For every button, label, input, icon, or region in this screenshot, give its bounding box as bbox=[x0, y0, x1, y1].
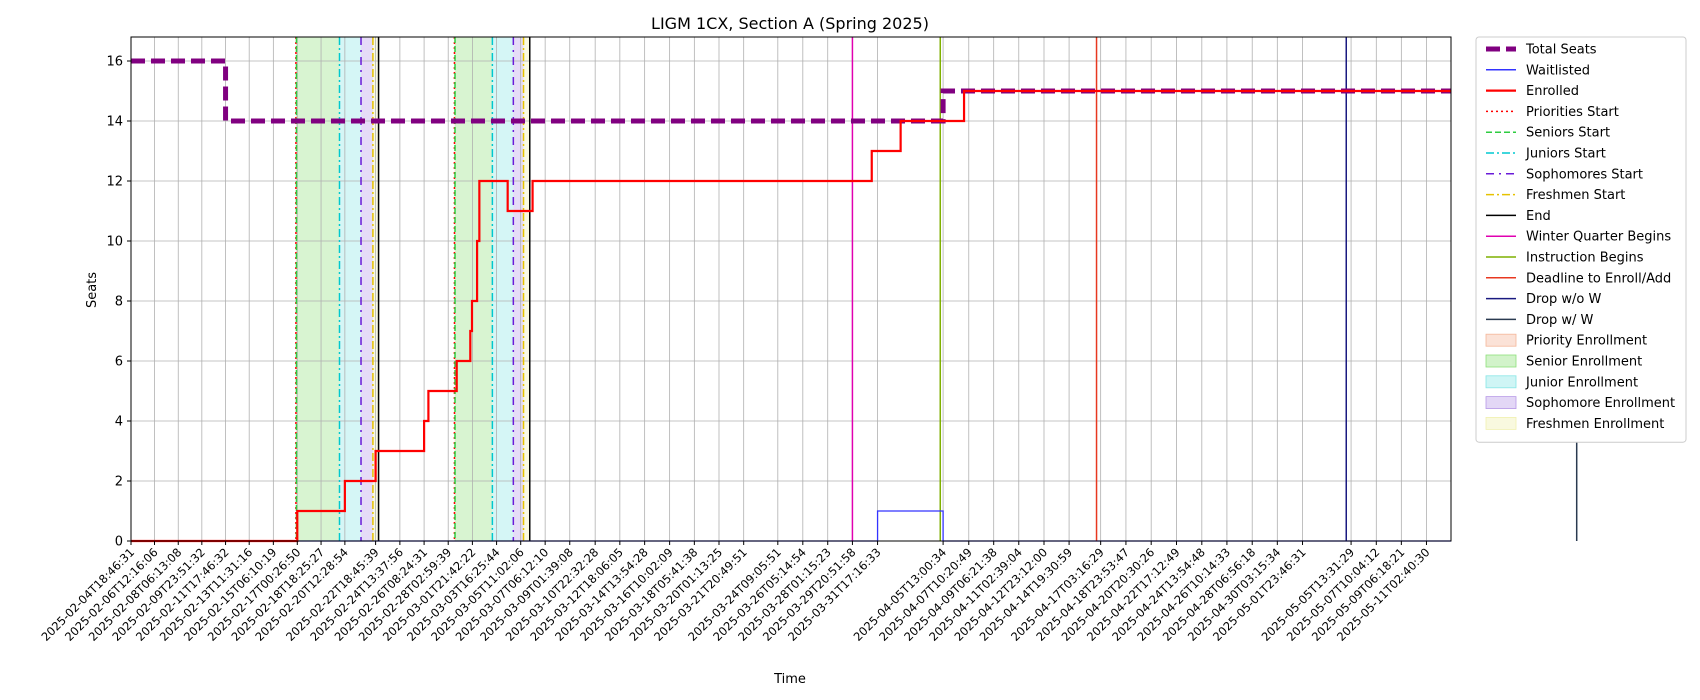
legend-swatch-18 bbox=[1485, 416, 1517, 430]
series-line-2 bbox=[131, 89, 1451, 543]
legend-label-17: Sophomore Enrollment bbox=[1526, 396, 1675, 411]
legend-box bbox=[1475, 36, 1687, 443]
legend-label-7: Freshmen Start bbox=[1526, 188, 1625, 203]
shaded-region-2-0 bbox=[339, 37, 362, 541]
legend-swatch-17 bbox=[1485, 396, 1517, 410]
legend: Total Seats Waitlisted Enrolled Priorities … bbox=[1475, 36, 1687, 443]
legend-label-11: Deadline to Enroll/Add bbox=[1526, 271, 1671, 286]
y-tick-label-2: 4 bbox=[115, 415, 123, 430]
legend-label-13: Drop w/ W bbox=[1526, 313, 1594, 328]
legend-label-15: Senior Enrollment bbox=[1526, 355, 1642, 370]
y-tick-label-0: 0 bbox=[115, 535, 123, 550]
shaded-region-1-0 bbox=[296, 37, 340, 541]
legend-label-8: End bbox=[1526, 209, 1551, 224]
legend-label-12: Drop w/o W bbox=[1526, 292, 1602, 307]
shaded-region-2-1 bbox=[492, 37, 514, 541]
legend-label-1: Waitlisted bbox=[1526, 63, 1590, 78]
legend-swatch-15 bbox=[1485, 354, 1517, 368]
y-tick-label-6: 12 bbox=[106, 175, 123, 190]
legend-label-0: Total Seats bbox=[1525, 43, 1597, 58]
y-tick-label-8: 16 bbox=[106, 55, 123, 70]
legend-label-6: Sophomores Start bbox=[1526, 167, 1643, 182]
legend-label-2: Enrolled bbox=[1526, 84, 1579, 99]
plot-area: 02468101214162025-02-04T18:46:312025-02-… bbox=[38, 36, 1578, 644]
y-tick-label-7: 14 bbox=[106, 115, 123, 130]
chart-title: LIGM 1CX, Section A (Spring 2025) bbox=[651, 14, 929, 33]
y-tick-label-5: 10 bbox=[106, 235, 123, 250]
legend-swatch-16 bbox=[1485, 375, 1517, 389]
legend-label-5: Juniors Start bbox=[1525, 147, 1606, 162]
legend-label-10: Instruction Begins bbox=[1526, 251, 1644, 266]
y-axis-label: Seats bbox=[85, 272, 100, 308]
legend-swatch-14 bbox=[1485, 333, 1517, 347]
shaded-region-4-1 bbox=[523, 37, 530, 541]
legend-label-4: Seniors Start bbox=[1526, 126, 1610, 141]
y-tick-label-1: 2 bbox=[115, 475, 123, 490]
y-tick-label-3: 6 bbox=[115, 355, 123, 370]
shaded-region-3-1 bbox=[513, 37, 524, 541]
legend-label-9: Winter Quarter Begins bbox=[1526, 230, 1671, 245]
legend-label-3: Priorities Start bbox=[1526, 105, 1619, 120]
x-axis-label: Time bbox=[773, 672, 806, 687]
shaded-region-3-0 bbox=[361, 37, 373, 541]
plot-frame bbox=[130, 36, 1452, 542]
legend-label-18: Freshmen Enrollment bbox=[1526, 417, 1664, 432]
legend-label-14: Priority Enrollment bbox=[1526, 334, 1647, 349]
y-tick-label-4: 8 bbox=[115, 295, 123, 310]
legend-label-16: Junior Enrollment bbox=[1525, 375, 1638, 390]
shaded-region-1-1 bbox=[455, 37, 493, 541]
